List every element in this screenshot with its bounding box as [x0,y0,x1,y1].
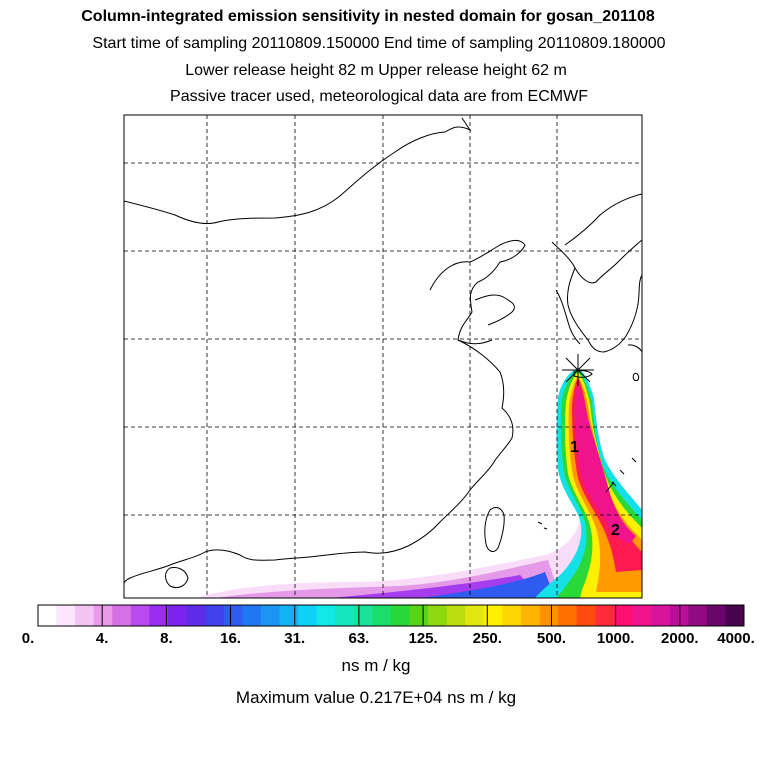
colorbar-tick-label: 31. [284,630,306,647]
coast-ryukyu [605,457,637,493]
colorbar-units: ns m / kg [341,656,411,675]
colorbar-swatch [242,605,262,626]
colorbar-tick-label: 8. [160,630,173,647]
colorbar-swatch [632,605,652,626]
colorbar-swatch [75,605,95,626]
coast-korea [551,239,642,353]
colorbar-swatch [576,605,596,626]
colorbar-swatch [279,605,299,626]
colorbar-tick-label: 0. [21,630,35,647]
coast-hainan [165,567,189,589]
colorbar-swatch [353,605,373,626]
colorbar-swatch [372,605,392,626]
lat-lon-grid [124,115,642,598]
colorbar-swatch [38,605,57,626]
colorbar-swatch [558,605,578,626]
colorbar-swatch [112,605,132,626]
release-heights: Lower release height 82 m Upper release … [185,62,567,79]
colorbar-swatch [465,605,485,626]
colorbar-tick-label: 4000. [717,630,755,647]
plume-label-2: 2 [611,522,620,539]
colorbar-swatch [446,605,466,626]
maximum-value: Maximum value 0.217E+04 ns m / kg [235,688,517,707]
colorbar-swatch [725,605,745,626]
coast-korea-west [555,289,581,345]
colorbar-swatch [149,605,169,626]
colorbar-swatch [298,605,317,626]
colorbar-tick-label: 4. [95,630,109,647]
map-border [123,114,643,599]
sampling-times: Start time of sampling 20110809.150000 E… [92,35,666,52]
colorbar-swatch [521,605,540,626]
colorbar-swatch [502,605,522,626]
coast-shandong [474,294,515,326]
colorbar-swatch [93,605,113,626]
colorbar-swatch [483,605,503,626]
colorbar-tick-label: 2000. [661,630,699,647]
map-frame-content [124,115,642,598]
colorbar-swatch [168,605,187,626]
plume-label-1: 1 [570,439,579,456]
colorbar-swatch [613,605,633,626]
field-magenta [575,384,636,544]
colorbar-swatch [391,605,410,626]
colorbar-swatch [595,605,615,626]
field-blue [420,572,555,598]
colorbar-swatch [651,605,670,626]
colorbar-tick-label: 125. [408,630,438,647]
coast-bohai [429,240,526,345]
colorbar-tick-label: 250. [472,630,502,647]
colorbar-swatch [409,605,429,626]
colorbar-swatch [706,605,726,626]
colorbar-swatch [316,605,336,626]
coast-taiwan [484,507,505,552]
colorbar-tick-label: 1000. [596,630,635,647]
colorbar-swatch [688,605,708,626]
colorbar-tick-label: 500. [536,630,567,647]
colorbar-swatch [428,605,448,626]
colorbar-swatch [130,605,150,626]
colorbar-tick-label: 63. [348,630,370,647]
colorbar-swatch [186,605,206,626]
coast-islands [537,521,548,530]
colorbar-border [37,604,745,627]
colorbar-swatch [56,605,76,626]
meteo-note: Passive tracer used, meteorological data… [170,88,588,105]
colorbar-swatch [669,605,689,626]
colorbar-swatch [335,605,355,626]
colorbar-tick-label: 16. [220,630,241,647]
coast-northeast [564,193,642,246]
coast-kyushu [627,344,642,381]
colorbar [37,604,745,627]
colorbar-swatch [260,605,280,626]
colorbar-swatch [223,605,243,626]
colorbar-swatch [205,605,225,626]
map-title: Column-integrated emission sensitivity i… [81,8,655,25]
receptor-star-icon [562,354,594,386]
coast-east-china [124,339,514,585]
sensitivity-field [196,368,642,598]
colorbar-swatch [539,605,559,626]
coast-north [124,117,472,225]
